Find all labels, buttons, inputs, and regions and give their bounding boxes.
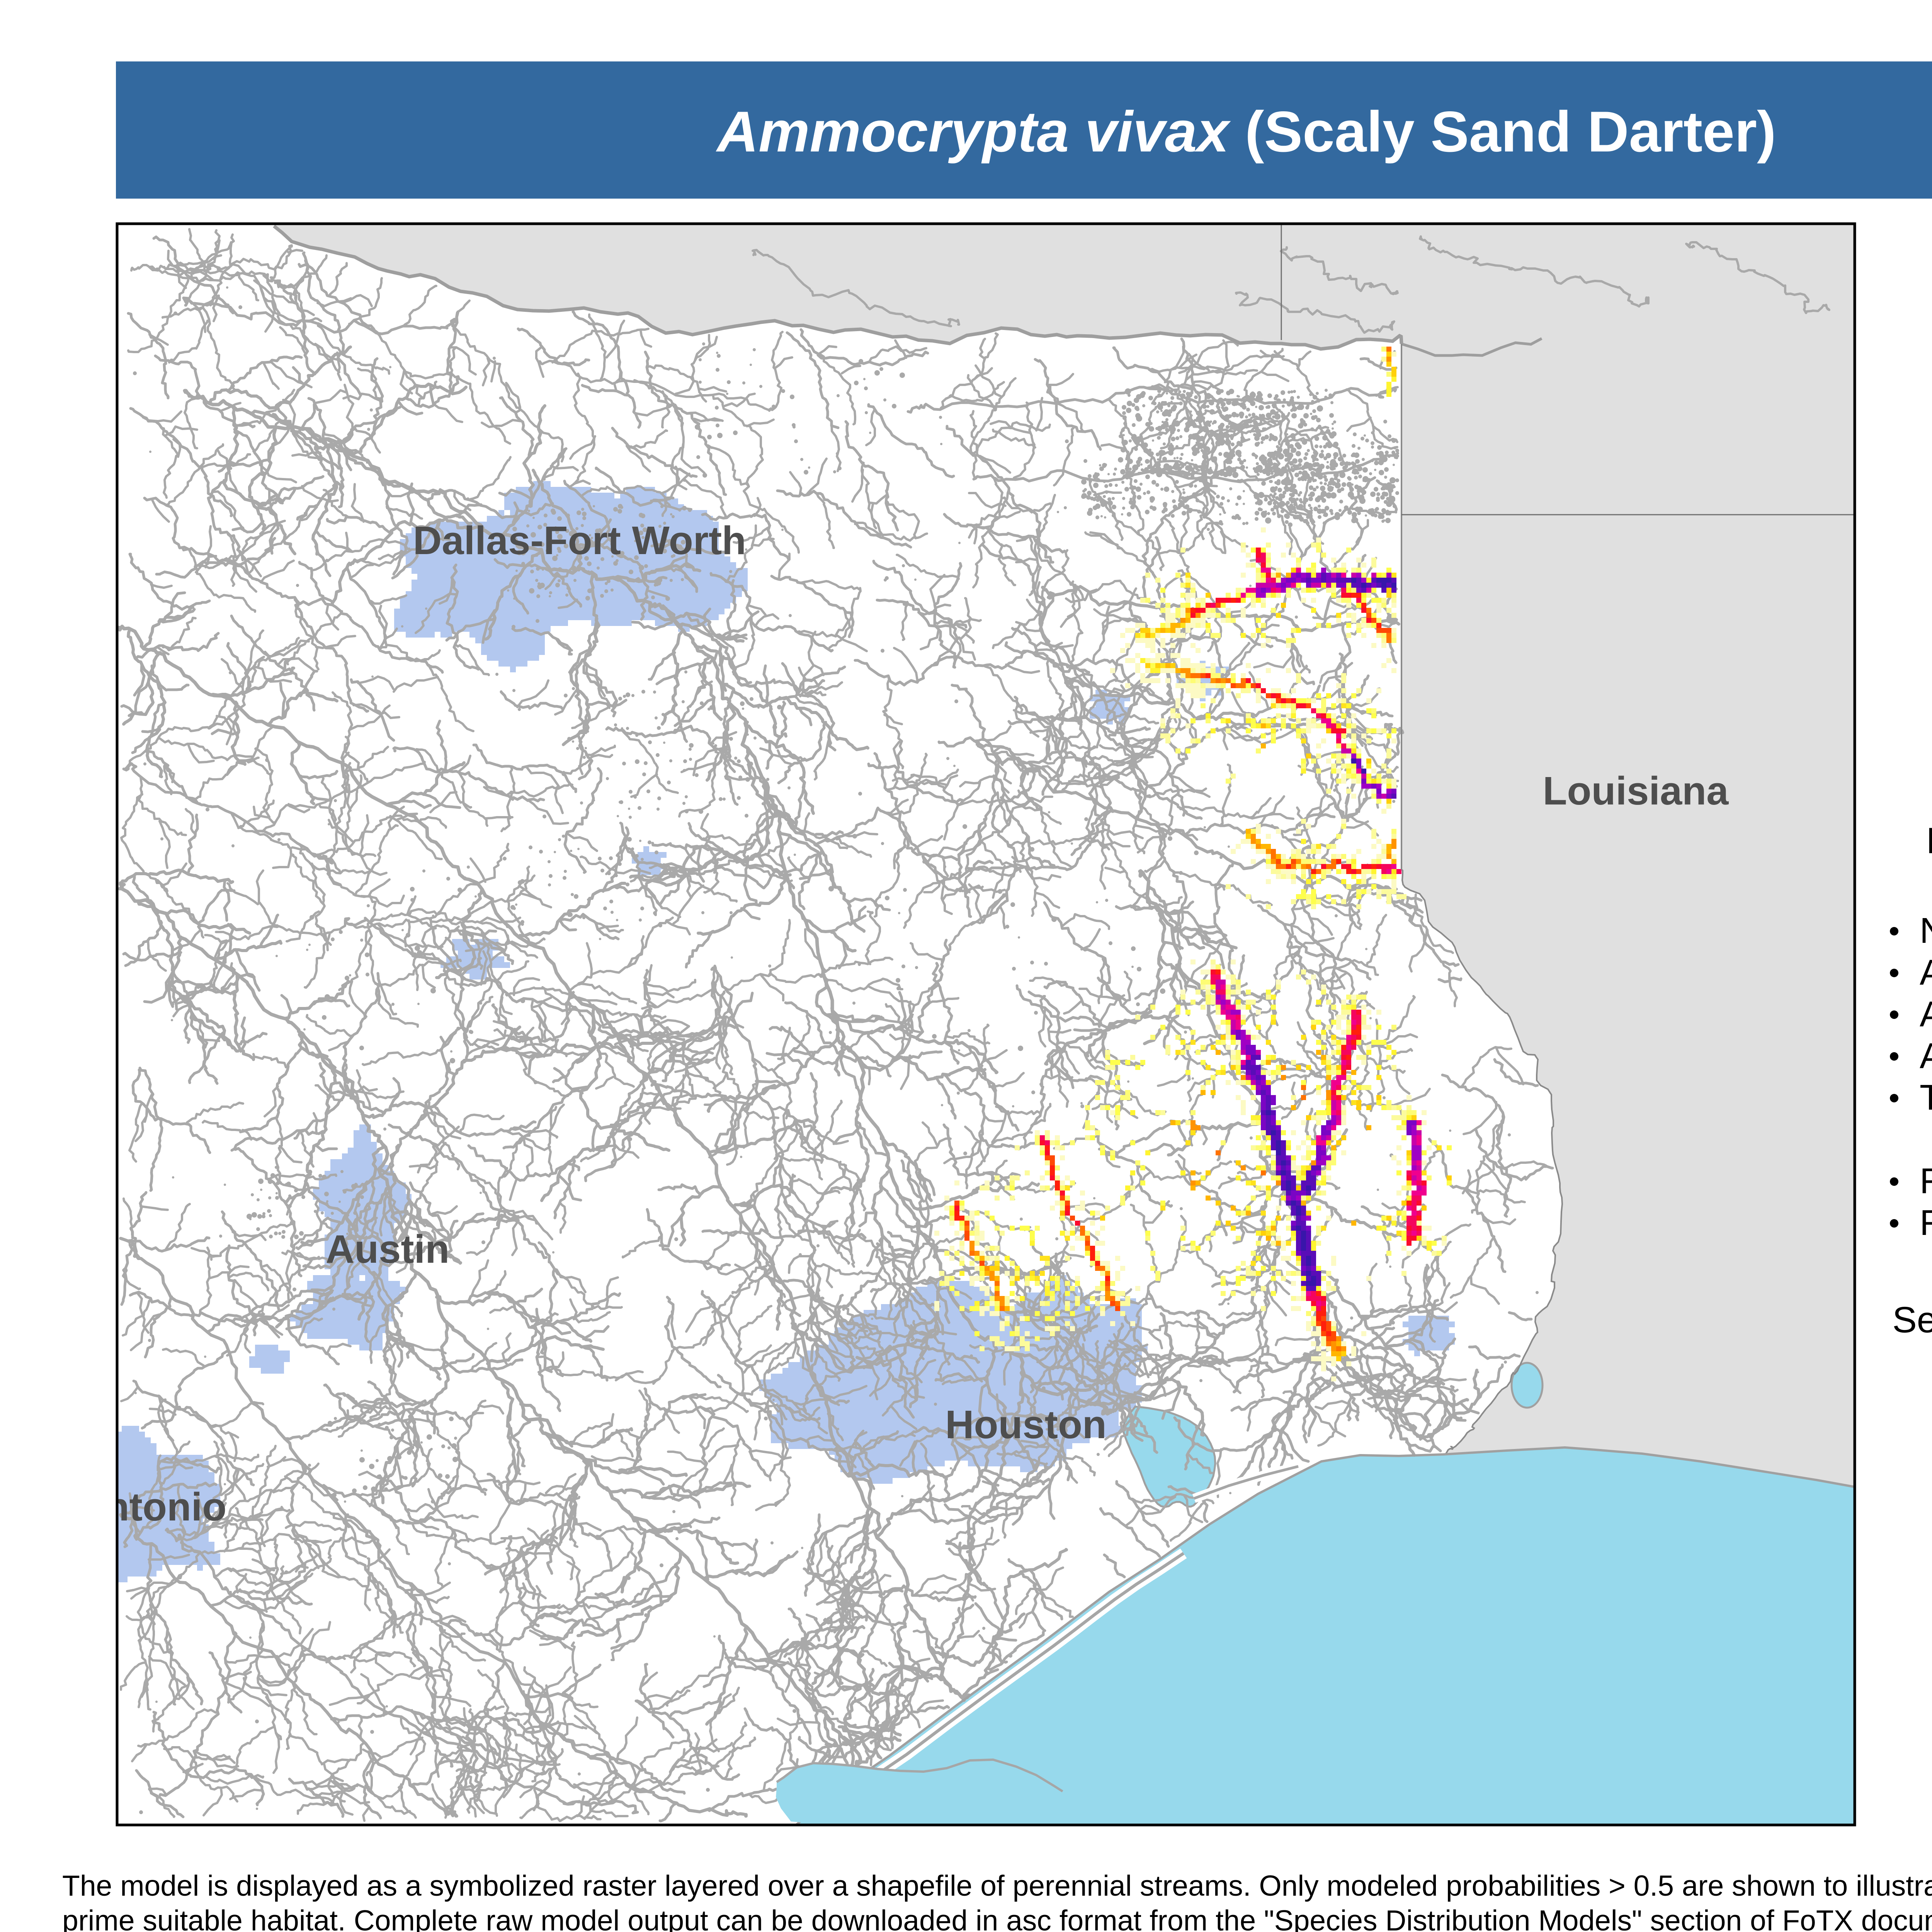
svg-text:Average test AUC..............: Average test AUC.....................0.9… — [1920, 952, 1932, 992]
svg-text:Houston: Houston — [945, 1402, 1107, 1447]
svg-text:The model is displayed as a sy: The model is displayed as a symbolized r… — [62, 1869, 1932, 1902]
svg-text:San Antonio: San Antonio — [0, 1485, 226, 1529]
svg-text:Austin: Austin — [326, 1227, 449, 1271]
svg-text:Average training AUC..........: Average training AUC...............0.998 — [1920, 994, 1932, 1034]
svg-text:Number of runs................: Number of runs.........................1… — [1920, 910, 1932, 951]
svg-text:Ammocrypta vivax (Scaly Sand D: Ammocrypta vivax (Scaly Sand Darter) — [715, 99, 1776, 164]
svg-text:prime suitable habitat. Comple: prime suitable habitat. Complete raw mod… — [62, 1904, 1932, 1932]
svg-text:Dallas-Fort Worth: Dallas-Fort Worth — [413, 518, 746, 563]
svg-text:See FoTX documentation for met: See FoTX documentation for methods — [1892, 1299, 1932, 1340]
svg-text:Louisiana: Louisiana — [1543, 769, 1729, 813]
svg-text:Total Records >1950 & with: Total Records >1950 & with — [1920, 1077, 1932, 1117]
svg-text:AUC standard deviation........: AUC standard deviation............0.0014 — [1920, 1036, 1932, 1076]
svg-text:Random training occurrences...: Random training occurrences...84 — [1920, 1161, 1932, 1201]
svg-text:MAXENT results & parameters:: MAXENT results & parameters: — [1926, 820, 1932, 861]
svg-text:Random test occurrences.......: Random test occurrences.........55 — [1920, 1202, 1932, 1243]
